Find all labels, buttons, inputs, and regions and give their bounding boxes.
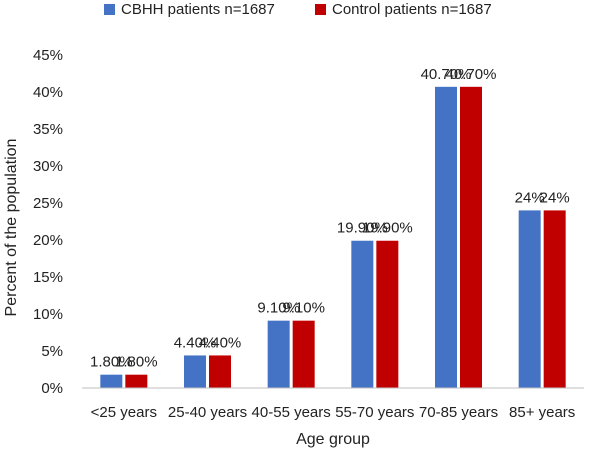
y-tick-label: 30% [33,158,63,175]
bar [376,240,399,388]
bar-value-label: 40.70% [446,66,497,83]
y-tick-label: 15% [33,269,63,286]
y-tick-label: 35% [33,121,63,138]
bar-value-label: 24% [515,189,545,206]
x-tick-label: 25-40 years [168,404,247,421]
bar-value-label: 19.90% [337,220,388,237]
y-axis-ticks: 0% 5% 10% 15% 20% 25% 30% 35% 40% 45% [33,47,63,397]
bar [184,355,206,388]
x-tick-label: 70-85 years [419,404,498,421]
legend-swatch [104,4,115,15]
x-axis-ticks: <25 years 25-40 years 40-55 years 55-70 yea… [91,404,576,421]
bars [100,86,566,388]
y-tick-label: 20% [33,232,63,249]
bar [100,374,123,388]
y-tick-label: 10% [33,306,63,323]
y-tick-label: 45% [33,47,63,64]
bar-value-label: 19.90% [362,220,413,237]
y-tick-label: 40% [33,84,63,101]
bar [543,210,566,388]
bar [125,374,148,388]
bar-value-label: 4.40% [199,334,242,351]
bar-value-label: 4.40% [174,334,217,351]
bar [209,355,231,388]
x-tick-label: 40-55 years [252,404,331,421]
bar-value-label: 9.10% [257,300,300,317]
bar-value-label: 40.70% [421,66,472,83]
y-tick-label: 0% [41,380,63,397]
bar-value-label: 9.10% [282,300,325,317]
y-axis-title: Percent of the population [3,139,20,317]
bar [518,210,541,388]
bar [435,86,457,388]
bar [351,240,374,388]
bar [267,320,290,388]
bar-value-label: 24% [540,189,570,206]
data-labels: 1.80%1.80% 4.40%4.40% 9.10%9.10% 19.90%19.9… [90,66,570,371]
x-tick-label: 85+ years [509,404,575,421]
bar-value-label: 1.80% [90,354,133,371]
bar [292,320,315,388]
x-tick-label: <25 years [91,404,157,421]
legend-swatch [315,4,326,15]
legend-label: Control patients n=1687 [332,1,492,18]
legend: CBHH patients n=1687 Control patients n=1… [104,1,492,18]
x-tick-label: 55-70 years [335,404,414,421]
y-tick-label: 25% [33,195,63,212]
y-tick-label: 5% [41,343,63,360]
bar [460,86,482,388]
bar-value-label: 1.80% [115,354,158,371]
legend-label: CBHH patients n=1687 [121,1,275,18]
x-axis-title: Age group [296,431,370,448]
